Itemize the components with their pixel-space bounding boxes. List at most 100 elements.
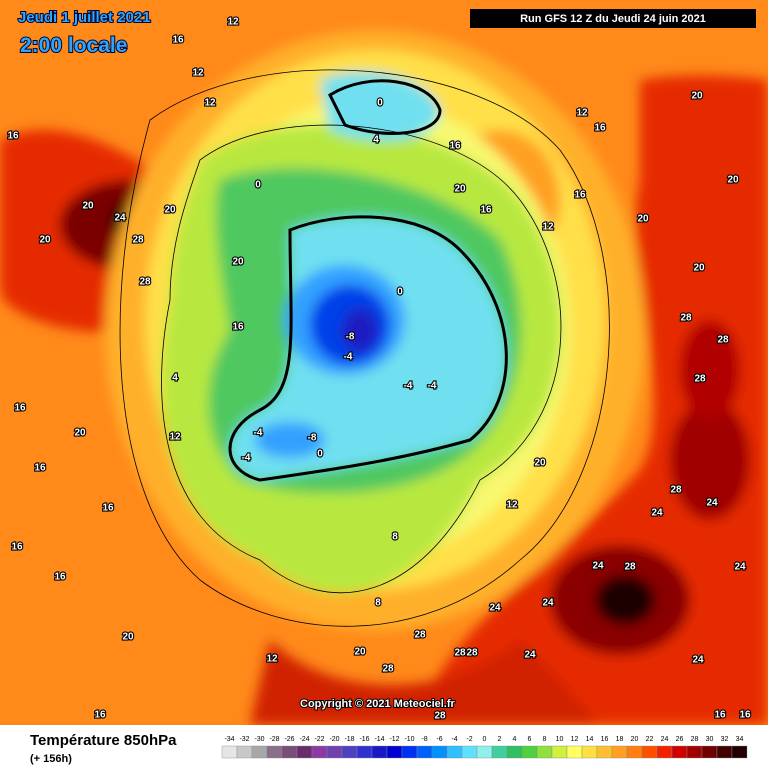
colorbar-swatch — [251, 745, 268, 759]
contour-label: 20 — [691, 91, 703, 102]
colorbar-label: 32 — [721, 736, 729, 743]
colorbar-label: 4 — [513, 736, 517, 743]
contour-label: 12 — [169, 432, 181, 443]
colorbar-label: -12 — [389, 736, 399, 743]
contour-label: -4 — [344, 352, 353, 363]
contour-label: 28 — [624, 562, 636, 573]
contour-label: 28 — [694, 374, 706, 385]
contour-label: 20 — [727, 175, 739, 186]
colorbar-swatch — [521, 745, 538, 759]
colorbar-label: -14 — [374, 736, 384, 743]
contour-label: 28 — [132, 235, 144, 246]
contour-label: 24 — [706, 498, 718, 509]
colorbar-swatch — [386, 745, 403, 759]
colorbar-swatch — [626, 745, 643, 759]
map-field — [0, 0, 768, 726]
colorbar-swatch — [416, 745, 433, 759]
colorbar-label: -2 — [466, 736, 472, 743]
forecast-date: Jeudi 1 juillet 2021 — [18, 9, 151, 26]
contour-label: 20 — [122, 632, 134, 643]
contour-label: 16 — [449, 141, 461, 152]
contour-label: 16 — [172, 35, 184, 46]
colorbar-label: -4 — [451, 736, 457, 743]
contour-label: 20 — [693, 263, 705, 274]
contour-label: 20 — [637, 214, 649, 225]
colorbar-label: 12 — [571, 736, 579, 743]
contour-label: 8 — [375, 598, 381, 609]
colorbar-swatch — [266, 745, 283, 759]
colorbar-swatch — [506, 745, 523, 759]
contour-label: 0 — [317, 449, 323, 460]
contour-label: 4 — [373, 135, 379, 146]
colorbar-swatch — [461, 745, 478, 759]
contour-label: 16 — [102, 503, 114, 514]
contour-label: 28 — [139, 277, 151, 288]
forecast-time: 2:00 locale — [20, 34, 127, 57]
contour-label: 24 — [114, 213, 126, 224]
contour-label: 12 — [192, 68, 204, 79]
colorbar-label: -30 — [254, 736, 264, 743]
colorbar-label: 24 — [661, 736, 669, 743]
colorbar-swatch — [566, 745, 583, 759]
colorbar-swatch — [236, 745, 253, 759]
contour-label: 28 — [670, 485, 682, 496]
contour-label: -4 — [404, 381, 413, 392]
colorbar-swatch — [611, 745, 628, 759]
contour-label: 0 — [397, 287, 403, 298]
contour-label: 16 — [594, 123, 606, 134]
contour-label: 28 — [434, 711, 446, 722]
contour-label: -4 — [428, 381, 437, 392]
contour-label: 16 — [94, 710, 106, 721]
colorbar-label: 18 — [616, 736, 624, 743]
colorbar-swatch — [581, 745, 598, 759]
contour-label: 24 — [542, 598, 554, 609]
contour-label: 12 — [542, 222, 554, 233]
colorbar-label: 8 — [543, 736, 547, 743]
contour-label: 28 — [717, 335, 729, 346]
forecast-hour: (+ 156h) — [30, 753, 72, 765]
colorbar-swatch — [716, 745, 733, 759]
contour-label: 24 — [692, 655, 704, 666]
colorbar-label: 28 — [691, 736, 699, 743]
colorbar-swatch — [731, 745, 748, 759]
contour-label: 0 — [377, 98, 383, 109]
colorbar-label: 16 — [601, 736, 609, 743]
colorbar-swatch — [641, 745, 658, 759]
contour-label: 20 — [354, 647, 366, 658]
contour-label: 28 — [382, 664, 394, 675]
contour-label: 12 — [576, 108, 588, 119]
colorbar-label: 0 — [483, 736, 487, 743]
colorbar-label: 20 — [631, 736, 639, 743]
colorbar-swatch — [551, 745, 568, 759]
colorbar-label: 2 — [498, 736, 502, 743]
contour-label: 4 — [172, 373, 178, 384]
contour-label: 24 — [651, 508, 663, 519]
colorbar-label: 26 — [676, 736, 684, 743]
colorbar-swatch — [311, 745, 328, 759]
colorbar-label: -32 — [239, 736, 249, 743]
contour-label: 12 — [204, 98, 216, 109]
contour-label: 28 — [466, 648, 478, 659]
contour-label: 12 — [506, 500, 518, 511]
contour-label: 16 — [7, 131, 19, 142]
colorbar-swatch — [341, 745, 358, 759]
contour-label: 20 — [534, 458, 546, 469]
contour-label: -8 — [308, 433, 317, 444]
colorbar-label: -6 — [436, 736, 442, 743]
contour-label: 16 — [14, 403, 26, 414]
contour-label: 24 — [489, 603, 501, 614]
colorbar-swatch — [656, 745, 673, 759]
contour-label: -4 — [254, 428, 263, 439]
colorbar-label: -26 — [284, 736, 294, 743]
contour-label: 16 — [11, 542, 23, 553]
contour-label: 28 — [414, 630, 426, 641]
contour-label: 20 — [39, 235, 51, 246]
contour-label: 20 — [454, 184, 466, 195]
contour-label: 12 — [266, 654, 278, 665]
contour-label: 16 — [739, 710, 751, 721]
colorbar-swatch — [491, 745, 508, 759]
colorbar-swatch — [371, 745, 388, 759]
colorbar-swatch — [401, 745, 418, 759]
contour-label: 16 — [574, 190, 586, 201]
